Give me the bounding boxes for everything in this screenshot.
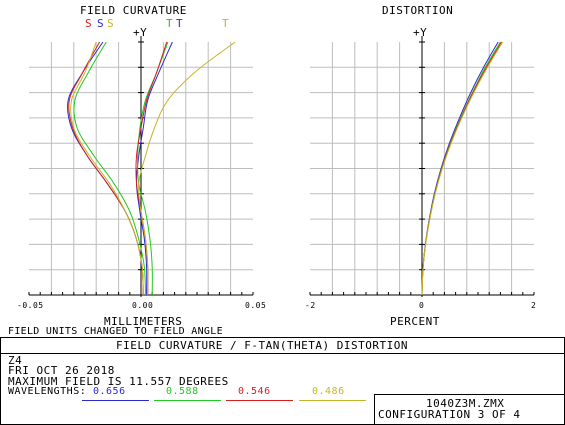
- fc-series-7: [138, 41, 236, 296]
- legend-t-3: T: [222, 17, 230, 30]
- legend-s-3: S: [107, 17, 115, 30]
- footer-right-top: [374, 394, 565, 395]
- wavelength-line-4: [299, 400, 366, 401]
- footer-title-divider: [0, 353, 565, 354]
- wavelength-line-2: [154, 400, 221, 401]
- footer-title: FIELD CURVATURE / F-TAN(THETA) DISTORTIO…: [116, 339, 409, 352]
- fc-ylabel: +Y: [133, 26, 148, 39]
- fc-series-3: [70, 41, 144, 296]
- fc-series-1: [73, 41, 146, 296]
- field-curvature-title: FIELD CURVATURE: [80, 4, 187, 17]
- footer-max-field: MAXIMUM FIELD IS 11.557 DEGREES: [8, 375, 229, 388]
- footer-filename: 1040Z3M.ZMX: [426, 397, 505, 410]
- distortion-title: DISTORTION: [382, 4, 454, 17]
- legend-s-1: S: [85, 17, 93, 30]
- legend-s-2: S: [97, 17, 105, 30]
- footer-right-divider: [374, 394, 375, 425]
- wavelengths-label: WAVELENGTHS:: [8, 386, 87, 397]
- dist-ylabel: +Y: [413, 26, 428, 39]
- dist-series-3: [421, 41, 504, 296]
- fc-xtick-right: 0.05: [245, 301, 267, 310]
- fc-xtick-mid: 0.00: [132, 301, 154, 310]
- legend-t-1: T: [166, 17, 174, 30]
- fc-series-4: [136, 41, 173, 296]
- wavelength-line-1: [82, 400, 149, 401]
- dist-xtick-left: -2: [305, 301, 316, 310]
- wavelength-3: 0.546: [238, 386, 271, 397]
- legend-t-2: T: [176, 17, 184, 30]
- wavelength-1: 0.656: [93, 386, 126, 397]
- wavelength-2: 0.588: [166, 386, 199, 397]
- fc-series-5: [137, 41, 169, 296]
- wavelength-line-3: [226, 400, 293, 401]
- fc-xtick-left: -0.05: [17, 301, 44, 310]
- fc-xlabel-sub: FIELD UNITS CHANGED TO FIELD ANGLE: [8, 326, 223, 337]
- dist-xtick-right: 2: [531, 301, 537, 310]
- fc-xlabel: MILLIMETERS: [104, 315, 183, 328]
- footer-date: FRI OCT 26 2018: [8, 364, 115, 377]
- footer-configuration: CONFIGURATION 3 OF 4: [378, 408, 521, 421]
- chart-canvas: [28, 36, 535, 297]
- footer-z4: Z4: [8, 354, 23, 367]
- dist-xlabel: PERCENT: [390, 315, 440, 328]
- wavelength-4: 0.486: [312, 386, 345, 397]
- dist-xtick-mid: 0: [419, 301, 425, 310]
